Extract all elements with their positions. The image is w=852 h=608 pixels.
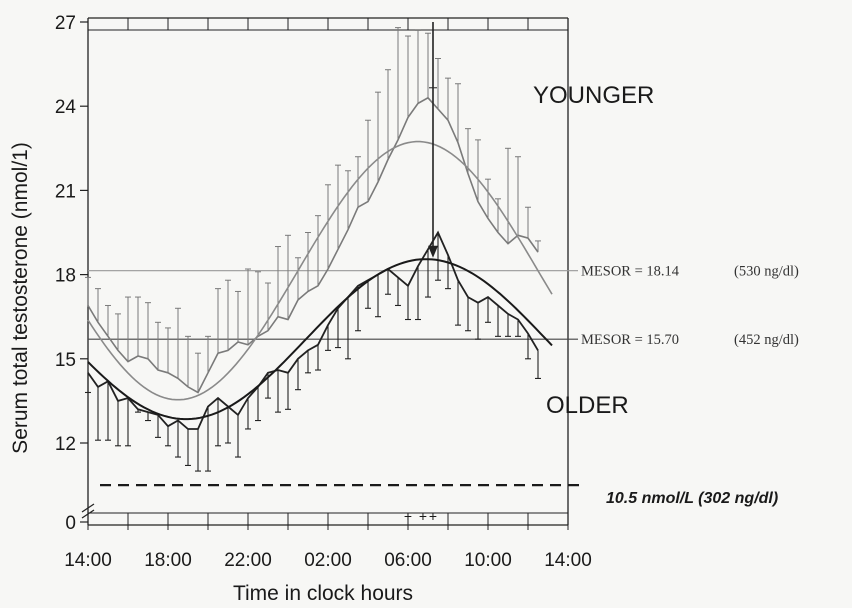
- older-group-label: OLDER: [546, 392, 629, 419]
- x-axis-title: Time in clock hours: [233, 582, 413, 605]
- mesor-label: MESOR = 18.14: [581, 264, 680, 280]
- y-tick-label: 0: [65, 513, 76, 534]
- y-tick-label: 27: [55, 13, 76, 34]
- axis-break-mark: [81, 509, 95, 519]
- cosinor-fits: [87, 140, 553, 421]
- y-tick-label: 12: [55, 434, 76, 455]
- significance-mark: +: [404, 508, 412, 524]
- y-axis-title: Serum total testosterone (nmol/1): [9, 142, 32, 454]
- y-tick-label: 18: [55, 266, 76, 287]
- annotations: MESOR = 18.14 (530 ng/dl) MESOR = 15.70 (45…: [404, 22, 799, 524]
- mesor-units-label: (452 ng/dl): [734, 332, 799, 348]
- younger-mean-line: [87, 96, 539, 394]
- y-axis-title-wrap: Serum total testosterone (nmol/1): [9, 142, 32, 454]
- younger-cosinor-curve: [87, 140, 553, 401]
- reference-lines: [88, 270, 582, 487]
- younger-series: [85, 27, 541, 394]
- axes: 0 12 15 18 21 24 27 14:00 18:00 22:00 02:00 06:00 10…: [55, 13, 592, 571]
- axis-break-mark: [81, 503, 95, 513]
- x-tick-label: 10:00: [464, 550, 512, 571]
- mesor-label: MESOR = 15.70: [581, 332, 679, 348]
- x-tick-label: 14:00: [64, 550, 112, 571]
- significance-mark: +: [429, 508, 437, 524]
- x-tick-label: 22:00: [224, 550, 272, 571]
- older-mean-line: [87, 230, 539, 430]
- x-tick-label: 14:00: [544, 550, 592, 571]
- older-cosinor-curve: [87, 258, 553, 421]
- older-series: [85, 230, 541, 472]
- mesor-units-label: (530 ng/dl): [734, 264, 799, 280]
- threshold-label: 10.5 nmol/L (302 ng/dl): [606, 490, 778, 507]
- y-tick-label: 24: [55, 97, 77, 118]
- x-tick-label: 18:00: [144, 550, 192, 571]
- peak-arrow-head: [428, 245, 438, 258]
- x-tick-label: 06:00: [384, 550, 432, 571]
- y-tick-label: 15: [55, 350, 76, 371]
- younger-group-label: YOUNGER: [533, 82, 654, 109]
- x-tick-label: 02:00: [304, 550, 352, 571]
- y-tick-label: 21: [55, 181, 76, 202]
- significance-mark: +: [419, 508, 427, 524]
